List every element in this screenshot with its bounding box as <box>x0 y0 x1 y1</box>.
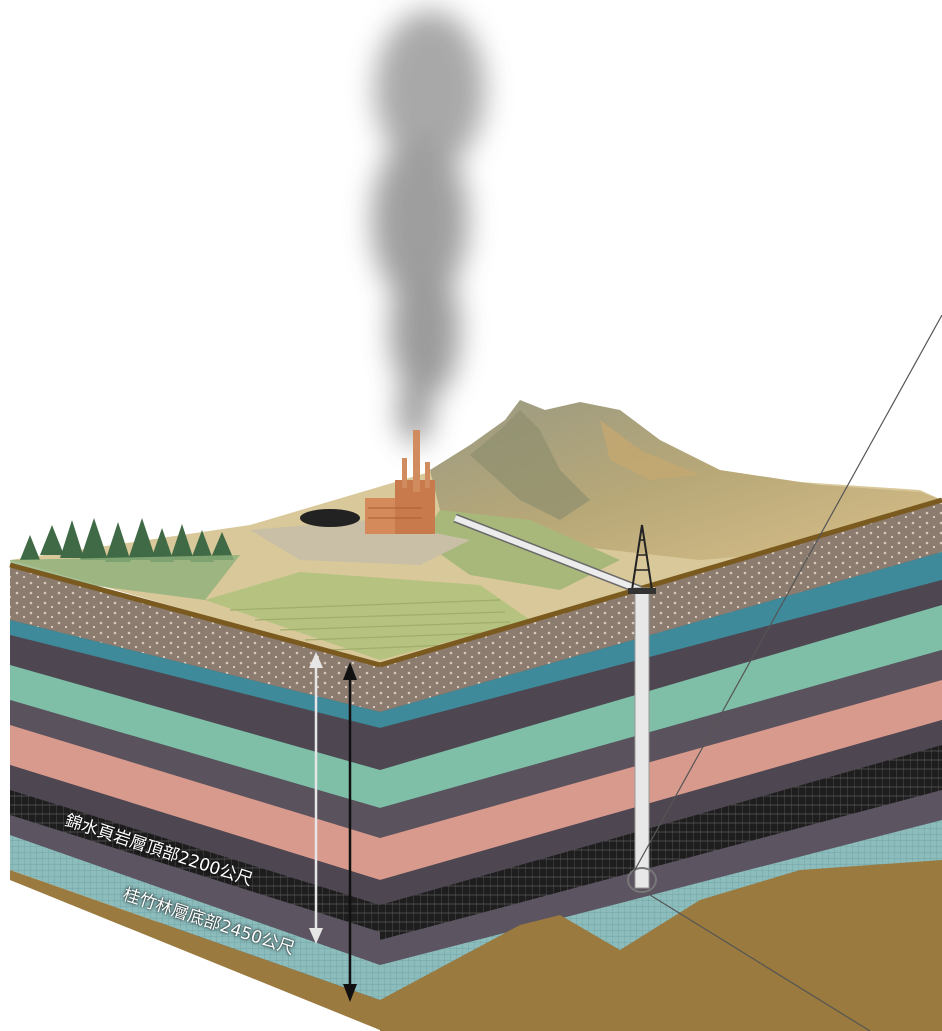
co2-pipeline <box>453 513 657 893</box>
strata-right-face <box>379 497 942 1031</box>
plant-icon <box>300 430 435 534</box>
strata-front-face <box>9 562 381 1030</box>
depth-arrow-bottom <box>343 662 357 1002</box>
smoke-plume <box>372 10 485 445</box>
callout-lines <box>631 314 942 1031</box>
tree-icon <box>20 518 234 562</box>
drilling-rig-icon <box>628 524 656 594</box>
depth-arrow-top <box>309 652 323 944</box>
